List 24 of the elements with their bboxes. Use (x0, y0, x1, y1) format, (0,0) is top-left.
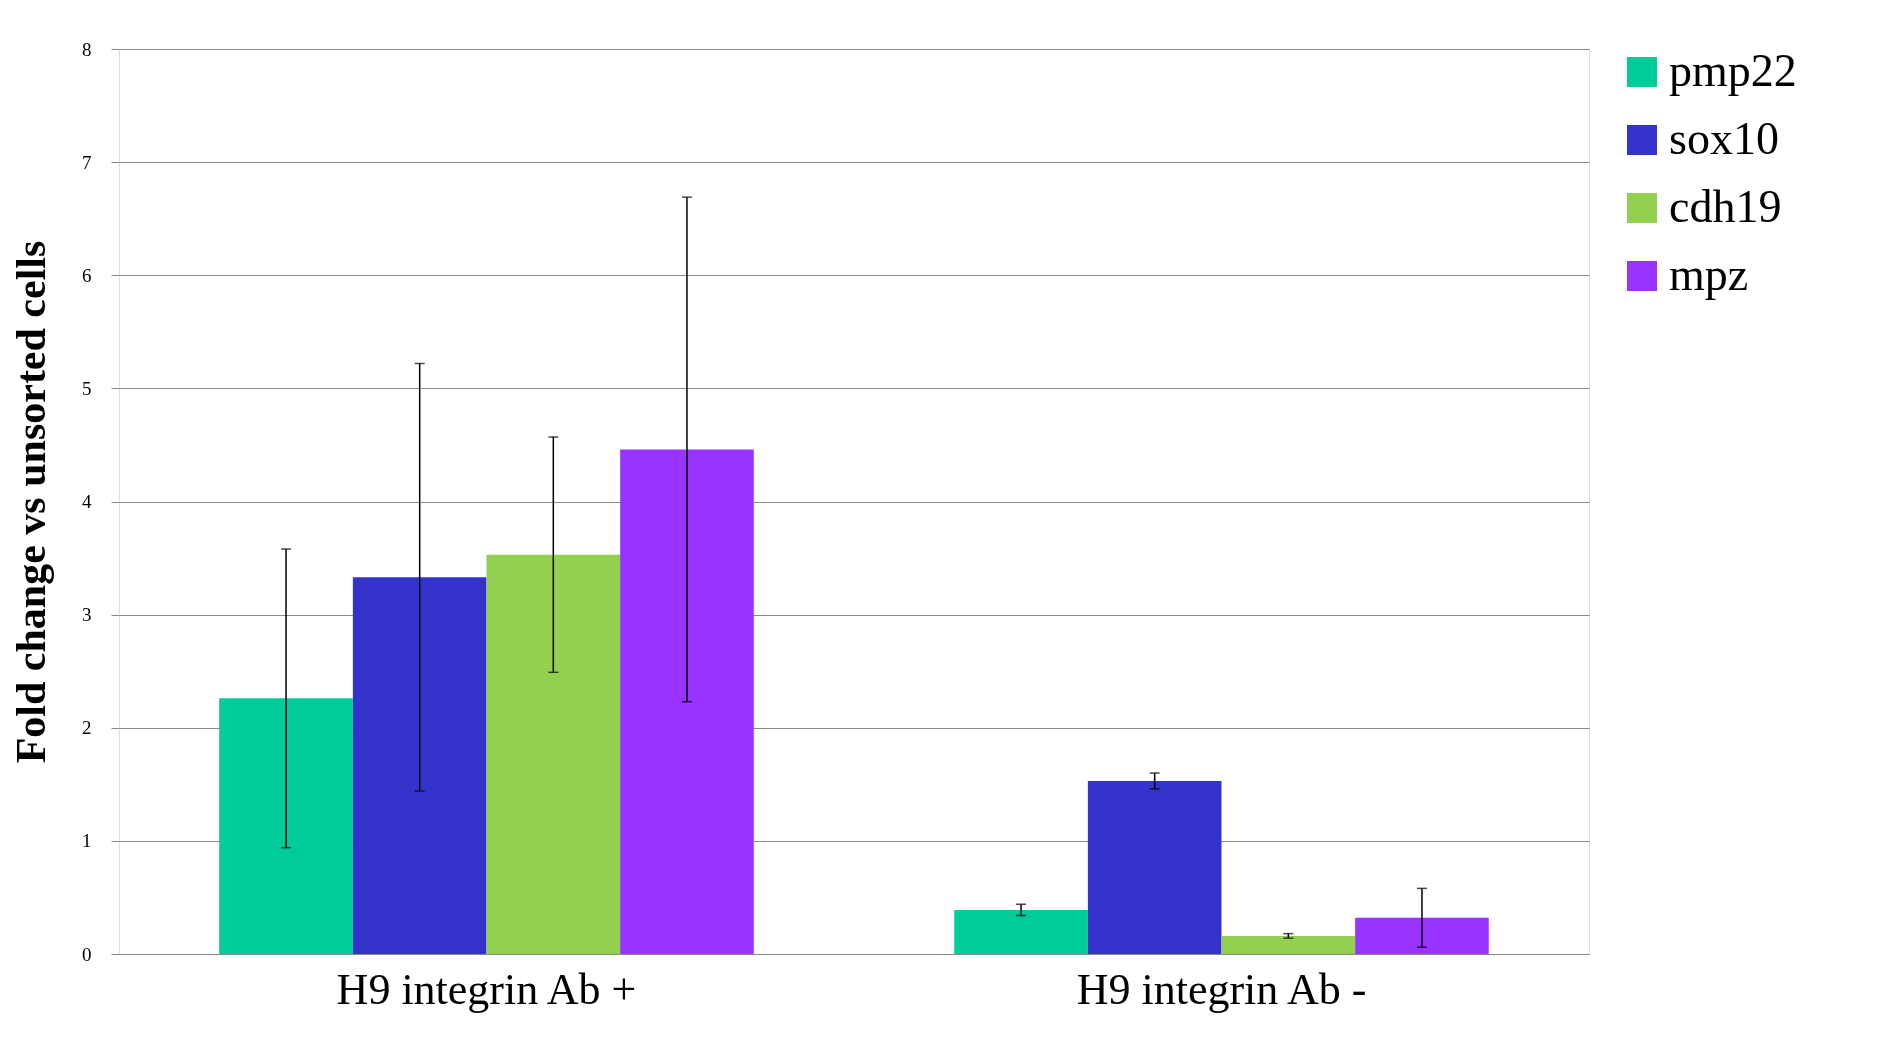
legend-label: cdh19 (1669, 181, 1782, 232)
y-tick-label: 4 (82, 491, 92, 512)
y-tick-label: 2 (82, 717, 92, 739)
bar (1355, 917, 1489, 954)
bar (1087, 780, 1222, 954)
x-tick-label: H9 integrin Ab + (336, 964, 637, 1014)
legend-label: pmp22 (1669, 45, 1797, 96)
y-tick-label: 8 (82, 38, 92, 60)
y-tick-label: 6 (82, 264, 92, 286)
y-tick-label: 1 (82, 830, 92, 852)
legend-label: sox10 (1669, 113, 1779, 164)
bar (486, 554, 621, 954)
x-tick-label: H9 integrin Ab - (1076, 964, 1367, 1014)
y-tick-label: 3 (82, 604, 92, 626)
bar (954, 909, 1088, 954)
bar (1221, 935, 1356, 954)
y-tick-label: 7 (82, 151, 92, 173)
legend-label: mpz (1669, 249, 1749, 300)
y-tick-label: 0 (82, 943, 92, 965)
bar (352, 577, 487, 954)
y-axis-title: Fold change vs unsorted cells (8, 240, 54, 764)
bar (219, 698, 353, 954)
y-tick-label: 5 (82, 377, 92, 399)
bar (620, 449, 754, 954)
